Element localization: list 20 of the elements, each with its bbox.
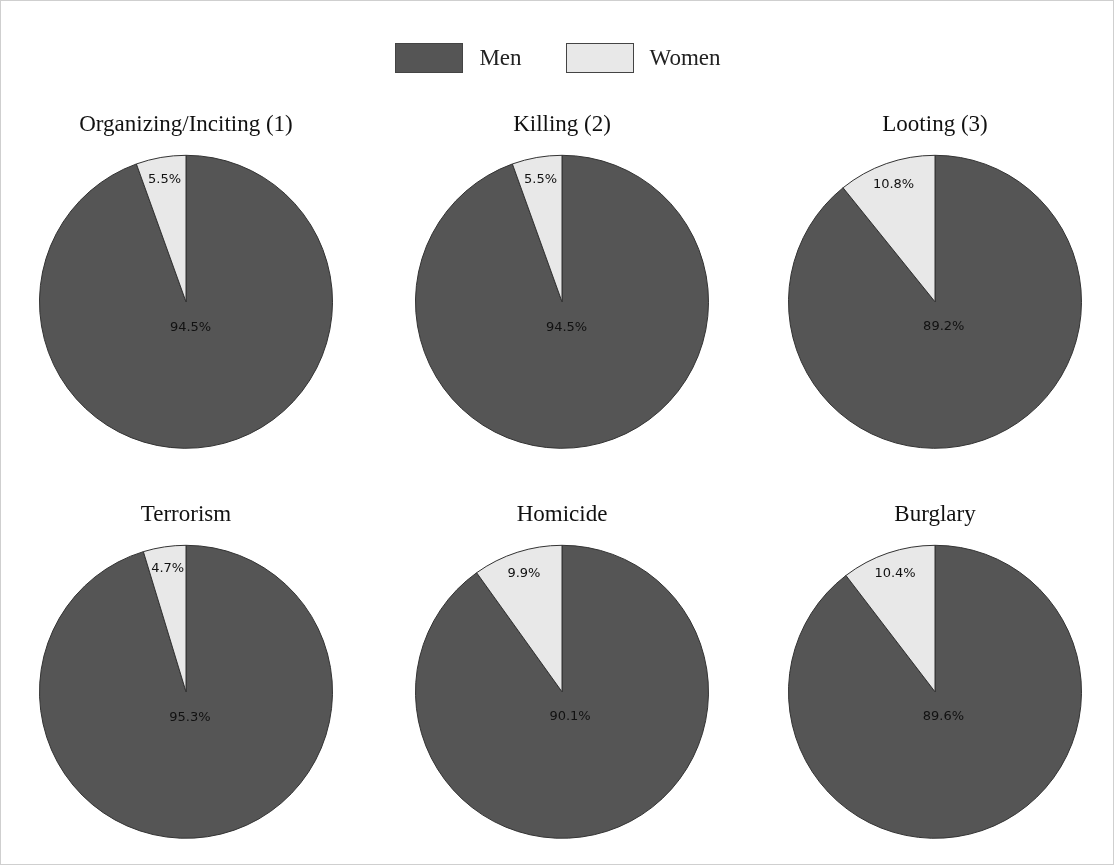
data-label: 5.5% xyxy=(148,170,182,186)
text: Organizing/Inciting (1) xyxy=(79,110,293,136)
data-label: 89.6% xyxy=(922,708,965,724)
data-label: 89.2% xyxy=(923,318,965,334)
data-label: 94.5% xyxy=(169,319,212,335)
chart-title: Burglary xyxy=(894,500,977,526)
chart-title: Terrorism xyxy=(140,500,232,526)
data-label: 90.1% xyxy=(549,708,591,724)
data-label: 9.9% xyxy=(507,564,541,580)
legend-label: Men xyxy=(479,45,522,71)
chart-title: Homicide xyxy=(516,500,608,526)
data-label: 5.5% xyxy=(524,170,558,186)
data-label: 10.8% xyxy=(872,175,915,191)
data-label: 95.3% xyxy=(169,709,211,725)
data-label: 10.4% xyxy=(874,565,916,581)
data-label: 94.5% xyxy=(545,319,588,335)
chart-title: Killing (2) xyxy=(513,110,611,136)
data-label: 4.7% xyxy=(151,560,185,576)
chart-title: Looting (3) xyxy=(882,110,988,136)
legend-label: Women xyxy=(649,45,721,71)
